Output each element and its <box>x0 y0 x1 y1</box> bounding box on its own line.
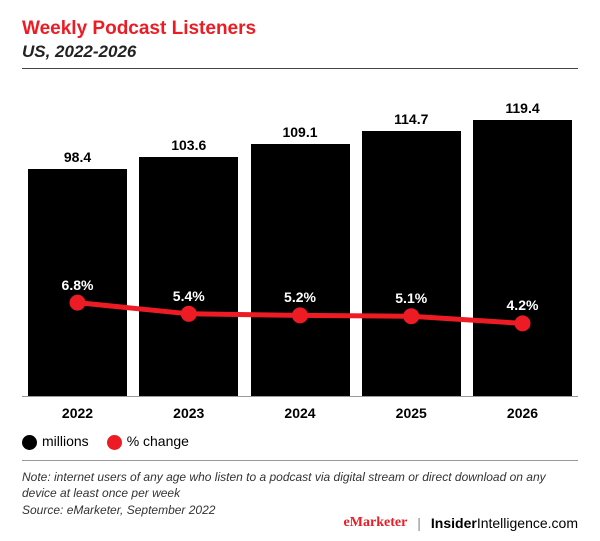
legend-swatch-pctchange <box>107 435 122 450</box>
pct-label: 5.4% <box>173 288 205 304</box>
legend: millions % change <box>22 433 578 461</box>
legend-label-pctchange: % change <box>127 433 189 449</box>
bar <box>473 120 572 396</box>
bar-column: 119.4 <box>473 100 572 396</box>
pct-label: 5.1% <box>395 290 427 306</box>
chart-area: 98.4 103.6 109.1 114.7 119.4 6.8% 5.4% 5.2% 5.1… <box>22 97 578 397</box>
title-divider <box>22 68 578 69</box>
legend-item-millions: millions <box>22 433 89 450</box>
bar-value-label: 103.6 <box>171 137 206 153</box>
chart-note: Note: internet users of any age who list… <box>22 469 578 501</box>
pct-label: 5.2% <box>284 289 316 305</box>
bar-column: 109.1 <box>251 124 350 396</box>
x-tick-label: 2022 <box>28 405 127 421</box>
bar-column: 114.7 <box>362 111 461 396</box>
brand-emarketer: eMarketer <box>344 515 408 531</box>
chart-title: Weekly Podcast Listeners <box>22 18 578 40</box>
legend-label-millions: millions <box>42 433 89 449</box>
bar <box>251 144 350 396</box>
bar-column: 98.4 <box>28 149 127 396</box>
brand-insider: InsiderIntelligence.com <box>431 515 578 531</box>
footer-brands: eMarketer | InsiderIntelligence.com <box>344 515 578 531</box>
legend-swatch-millions <box>22 435 37 450</box>
bars-container: 98.4 103.6 109.1 114.7 119.4 <box>22 97 578 396</box>
bar-value-label: 109.1 <box>282 124 317 140</box>
chart-subtitle: US, 2022-2026 <box>22 42 578 62</box>
legend-item-pctchange: % change <box>107 433 189 450</box>
bar-value-label: 114.7 <box>394 111 428 127</box>
x-tick-label: 2023 <box>139 405 238 421</box>
brand-divider: | <box>417 515 421 531</box>
x-tick-label: 2026 <box>473 405 572 421</box>
x-tick-label: 2024 <box>251 405 350 421</box>
bar-column: 103.6 <box>139 137 238 396</box>
pct-label: 6.8% <box>62 277 94 293</box>
bar-value-label: 119.4 <box>505 100 539 116</box>
x-tick-label: 2025 <box>362 405 461 421</box>
bar <box>362 131 461 396</box>
bar <box>139 157 238 396</box>
x-axis: 2022 2023 2024 2025 2026 <box>22 397 578 421</box>
pct-label: 4.2% <box>507 297 539 313</box>
bar-value-label: 98.4 <box>64 149 91 165</box>
